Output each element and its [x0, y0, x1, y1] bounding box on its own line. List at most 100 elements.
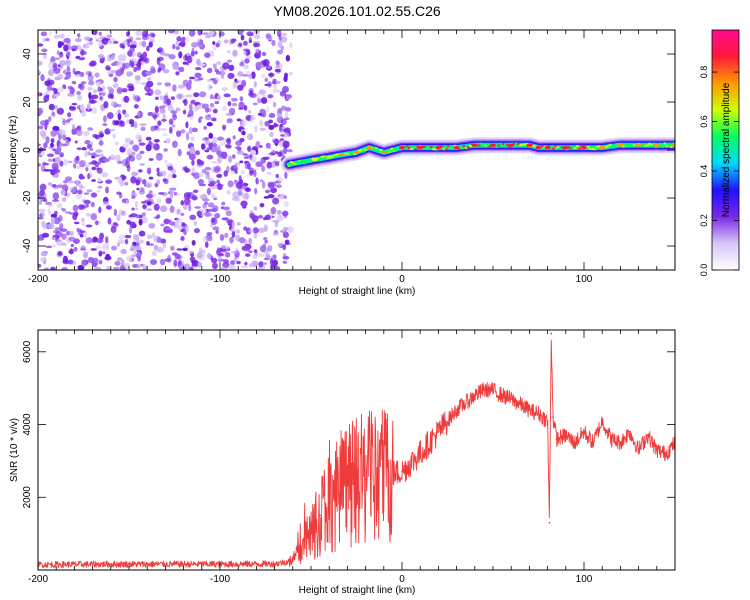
noise-speckle	[131, 195, 136, 200]
ridge-point	[353, 150, 360, 154]
noise-speckle	[146, 168, 151, 174]
noise-speckle	[167, 30, 175, 34]
noise-speckle	[202, 204, 207, 209]
noise-speckle	[91, 179, 96, 182]
noise-speckle	[147, 243, 155, 246]
noise-speckle	[117, 160, 123, 164]
noise-speckle	[212, 142, 218, 148]
noise-speckle	[122, 175, 127, 180]
noise-speckle	[160, 223, 165, 227]
ridge-detail	[361, 150, 366, 153]
noise-speckle	[244, 160, 250, 164]
noise-speckle	[72, 67, 76, 75]
ridge-point	[471, 143, 478, 147]
noise-speckle	[227, 155, 233, 163]
noise-speckle	[90, 212, 98, 221]
noise-speckle	[250, 115, 255, 118]
noise-speckle	[38, 92, 41, 97]
noise-speckle	[210, 213, 214, 217]
noise-speckle	[217, 95, 221, 101]
ridge-point	[562, 146, 569, 150]
noise-speckle	[55, 230, 63, 238]
noise-speckle	[138, 218, 143, 226]
noise-speckle	[87, 127, 94, 131]
noise-speckle	[154, 89, 162, 96]
noise-speckle	[271, 39, 276, 47]
noise-speckle	[80, 245, 86, 251]
noise-speckle	[282, 140, 290, 149]
noise-speckle	[249, 210, 254, 214]
noise-speckle	[126, 219, 132, 225]
noise-speckle	[81, 222, 86, 227]
noise-speckle	[56, 50, 60, 55]
noise-speckle	[169, 126, 173, 134]
snr-point	[583, 430, 585, 433]
noise-speckle	[101, 85, 106, 92]
noise-speckle	[76, 227, 80, 233]
noise-speckle	[91, 107, 97, 114]
ridge-point	[535, 146, 542, 150]
noise-speckle	[153, 216, 160, 219]
noise-speckle	[79, 233, 84, 238]
noise-speckle	[51, 111, 55, 117]
noise-speckle	[231, 230, 236, 238]
noise-speckle	[86, 103, 91, 111]
noise-speckle	[83, 199, 91, 205]
noise-speckle	[276, 214, 284, 222]
noise-speckle	[121, 88, 128, 93]
noise-speckle	[198, 91, 207, 98]
noise-speckle	[92, 257, 99, 263]
noise-speckle	[85, 224, 93, 228]
ridge-detail	[573, 146, 577, 150]
ridge-point	[581, 146, 587, 150]
noise-speckle	[77, 33, 81, 38]
noise-speckle	[189, 266, 194, 270]
noise-speckle	[277, 107, 283, 114]
snr-marks	[38, 332, 675, 569]
noise-speckle	[63, 179, 69, 184]
noise-speckle	[251, 71, 256, 79]
noise-speckle	[64, 176, 73, 182]
noise-speckle	[63, 37, 71, 44]
noise-speckle	[211, 136, 218, 144]
noise-speckle	[91, 152, 97, 156]
noise-speckle	[134, 95, 141, 103]
noise-speckle	[193, 228, 201, 234]
noise-speckle	[132, 144, 140, 152]
noise-speckle	[216, 136, 224, 141]
noise-speckle	[272, 84, 278, 89]
noise-speckle	[147, 111, 154, 117]
noise-speckle	[263, 236, 268, 241]
noise-speckle	[151, 231, 156, 239]
noise-speckle	[69, 105, 73, 110]
noise-speckle	[105, 66, 111, 71]
noise-speckle	[48, 103, 55, 111]
noise-speckle	[268, 119, 274, 124]
noise-speckle	[132, 263, 139, 268]
noise-speckle	[133, 104, 139, 109]
noise-speckle	[115, 156, 121, 162]
noise-speckle	[125, 31, 131, 37]
noise-speckle	[52, 148, 57, 152]
ridge-detail	[449, 145, 453, 148]
noise-speckle	[271, 259, 279, 267]
noise-speckle	[136, 63, 142, 71]
noise-speckle	[146, 70, 154, 74]
noise-speckle	[38, 263, 42, 268]
noise-speckle	[59, 160, 64, 167]
snr-axes: -200 -100 0 100 2000 4000 6000	[22, 329, 676, 585]
noise-speckle	[202, 236, 208, 243]
noise-speckle	[146, 182, 152, 189]
snr-frame	[37, 329, 676, 571]
noise-speckle	[170, 96, 176, 100]
noise-speckle	[112, 133, 116, 139]
noise-speckle	[170, 110, 178, 114]
noise-speckle	[97, 177, 102, 183]
noise-speckle	[258, 253, 265, 258]
noise-speckle	[235, 80, 239, 84]
noise-speckle	[73, 221, 80, 225]
noise-speckle	[180, 212, 185, 217]
ridge-detail	[466, 146, 470, 149]
ridge-detail	[388, 150, 392, 153]
